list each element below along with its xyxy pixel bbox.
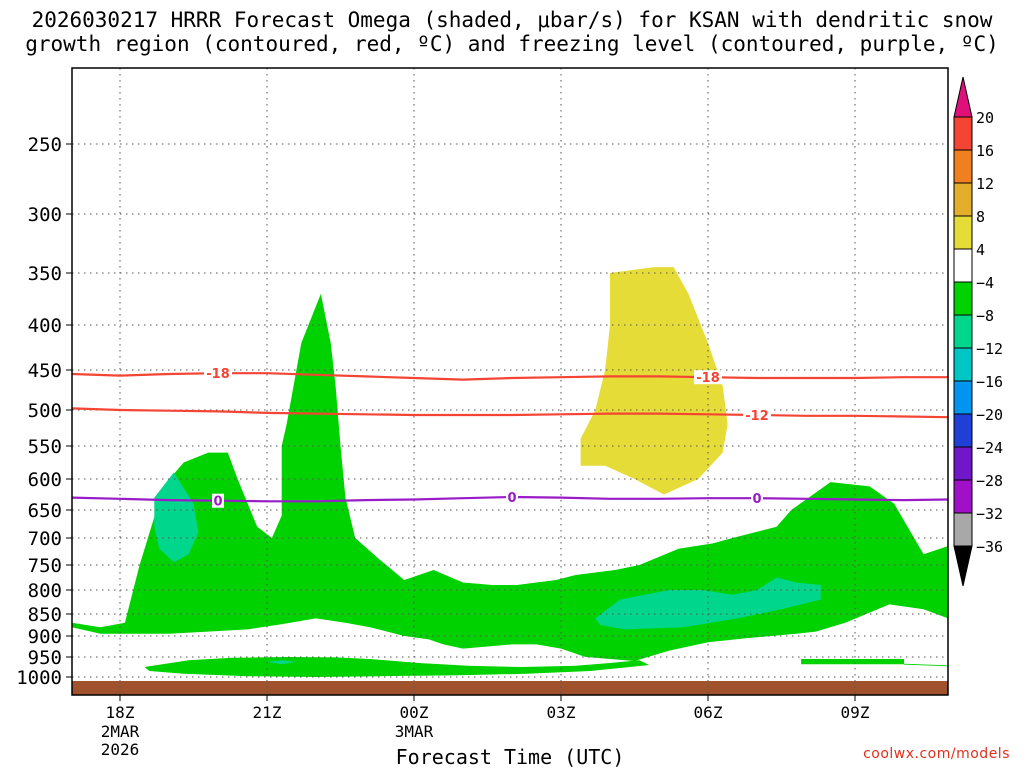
colorbar-swatch-0 xyxy=(953,116,973,151)
y-tick-label: 950 xyxy=(28,647,62,669)
omega-region-7 xyxy=(580,267,728,495)
plot-frame xyxy=(71,67,949,696)
colorbar-label: 12 xyxy=(976,175,994,193)
colorbar-legend: 20 16 12 8 4 −4 −8 −12 −16 −20 −24 −28 −32 −36 xyxy=(953,76,1003,587)
watermark: coolwx.com/models xyxy=(863,746,1010,762)
colorbar-label: −12 xyxy=(976,340,1003,358)
x-tick-year-label: 2026 xyxy=(101,740,140,759)
omega-region-0 xyxy=(72,293,948,661)
y-tick-label: 550 xyxy=(28,436,62,458)
grid-lines xyxy=(72,68,948,695)
dgz-contour-label: -18 xyxy=(696,371,720,386)
colorbar-label: −8 xyxy=(976,307,994,325)
x-tick-label: 21Z xyxy=(253,703,282,722)
x-tick-label: 06Z xyxy=(694,703,723,722)
y-tick-label: 750 xyxy=(28,555,62,577)
chart-title-line-1: 2026030217 HRRR Forecast Omega (shaded, … xyxy=(31,8,993,32)
colorbar-swatch-1 xyxy=(953,149,973,184)
omega-shading-layer xyxy=(72,267,948,677)
dgz-contour-1 xyxy=(71,407,949,419)
freezing-label-bg-2-2 xyxy=(751,491,763,506)
colorbar-label: −28 xyxy=(976,472,1003,490)
colorbar-swatch-5 xyxy=(953,281,973,316)
colorbar-swatch-9 xyxy=(953,413,973,448)
colorbar-label: −32 xyxy=(976,505,1003,523)
dgz-contour-label: -12 xyxy=(745,409,769,424)
y-tick-label: 1000 xyxy=(16,667,62,689)
omega-region-4 xyxy=(154,472,199,563)
colorbar-swatch-3 xyxy=(953,215,973,250)
colorbar-swatch-7 xyxy=(953,347,973,382)
colorbar-swatch-6 xyxy=(953,314,973,349)
omega-region-3 xyxy=(904,663,948,667)
x-tick-label: 03Z xyxy=(547,703,576,722)
colorbar-swatch-11 xyxy=(953,479,973,514)
colorbar-top-arrow xyxy=(953,76,973,118)
omega-region-2 xyxy=(801,659,904,665)
y-axis-pressure: 2503003504004505005506006507007508008509… xyxy=(16,134,72,689)
y-tick-label: 850 xyxy=(28,604,62,626)
y-tick-label: 400 xyxy=(28,315,62,337)
y-tick-label: 250 xyxy=(28,134,62,156)
freezing-contour-label: 0 xyxy=(213,495,222,510)
dgz-contour-0 xyxy=(71,372,948,381)
x-tick-date-label: 3MAR xyxy=(395,722,434,741)
freezing-label-bg-2-0 xyxy=(212,493,224,508)
colorbar-swatch-10 xyxy=(953,446,973,481)
dgz-contour-label: -18 xyxy=(206,367,230,382)
y-tick-label: 500 xyxy=(28,400,62,422)
colorbar-label: −20 xyxy=(976,406,1003,424)
y-tick-label: 700 xyxy=(28,528,62,550)
x-tick-label: 09Z xyxy=(841,703,870,722)
dgz-label-bg-0-0 xyxy=(204,366,232,381)
chart-title-line-2: growth region (contoured, red, ºC) and f… xyxy=(25,32,999,56)
terrain-ground-strip xyxy=(72,681,948,695)
freezing-contour-label: 0 xyxy=(507,491,516,506)
freezing-label-bg-2-1 xyxy=(506,489,518,504)
y-tick-label: 650 xyxy=(28,500,62,522)
y-tick-label: 300 xyxy=(28,204,62,226)
colorbar-label: −36 xyxy=(976,538,1003,556)
x-axis-label: Forecast Time (UTC) xyxy=(396,745,625,768)
freezing-contour-label: 0 xyxy=(752,492,761,507)
y-tick-label: 900 xyxy=(28,626,62,648)
colorbar-swatch-2 xyxy=(953,182,973,217)
y-tick-label: 800 xyxy=(28,580,62,602)
colorbar-swatch-12 xyxy=(953,512,973,547)
x-tick-label: 00Z xyxy=(400,703,429,722)
x-tick-label: 18Z xyxy=(106,703,135,722)
omega-region-1 xyxy=(144,657,650,677)
x-tick-date-label: 2MAR xyxy=(101,722,140,741)
colorbar-label: 20 xyxy=(976,109,994,127)
colorbar-label: 4 xyxy=(976,241,985,259)
colorbar-swatch-4 xyxy=(953,248,973,283)
colorbar-label: 8 xyxy=(976,208,985,226)
colorbar-label: 16 xyxy=(976,142,994,160)
y-tick-label: 350 xyxy=(28,263,62,285)
omega-region-5 xyxy=(267,660,297,665)
colorbar-swatch-8 xyxy=(953,380,973,415)
y-tick-label: 600 xyxy=(28,469,62,491)
colorbar-label: −24 xyxy=(976,439,1003,457)
colorbar-label: −4 xyxy=(976,274,994,292)
dgz-label-bg-0-1 xyxy=(694,370,722,385)
colorbar-bottom-arrow xyxy=(953,545,973,587)
contour-layer: -18 -18 -12 0 0 0 xyxy=(71,366,949,510)
dgz-label-bg-1-0 xyxy=(743,408,771,423)
y-tick-label: 450 xyxy=(28,360,62,382)
colorbar-label: −16 xyxy=(976,373,1003,391)
